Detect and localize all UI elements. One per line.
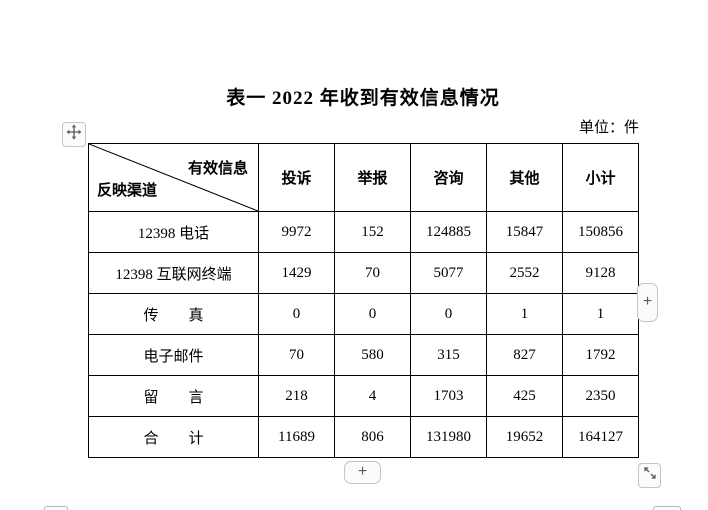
diagonal-header-cell[interactable]: 有效信息 反映渠道 <box>88 143 259 212</box>
plus-icon: + <box>642 292 653 310</box>
row-label[interactable]: 传 真 <box>88 293 259 335</box>
cell-value[interactable]: 9972 <box>258 211 335 253</box>
cell-value[interactable]: 2350 <box>562 375 639 417</box>
cell-value[interactable]: 9128 <box>562 252 639 294</box>
cell-value[interactable]: 4 <box>334 375 411 417</box>
cell-value[interactable]: 425 <box>486 375 563 417</box>
column-header-consult[interactable]: 咨询 <box>410 143 487 212</box>
cell-value[interactable]: 124885 <box>410 211 487 253</box>
cell-value[interactable]: 218 <box>258 375 335 417</box>
column-header-report[interactable]: 举报 <box>334 143 411 212</box>
cell-value[interactable]: 315 <box>410 334 487 376</box>
cell-value[interactable]: 806 <box>334 416 411 458</box>
table-row-total: 合 计 11689 806 131980 19652 164127 <box>88 416 639 458</box>
row-label[interactable]: 12398 电话 <box>88 211 259 253</box>
table-row: 12398 互联网终端 1429 70 5077 2552 9128 <box>88 252 639 294</box>
row-label[interactable]: 电子邮件 <box>88 334 259 376</box>
cell-value[interactable]: 15847 <box>486 211 563 253</box>
info-table: 有效信息 反映渠道 投诉 举报 咨询 其他 小计 12398 电话 9972 1… <box>88 143 639 458</box>
row-label[interactable]: 12398 互联网终端 <box>88 252 259 294</box>
cutoff-button-edge-left <box>44 506 68 510</box>
table-row: 12398 电话 9972 152 124885 15847 150856 <box>88 211 639 253</box>
cell-value[interactable]: 0 <box>410 293 487 335</box>
table-row: 传 真 0 0 0 1 1 <box>88 293 639 335</box>
table-row: 电子邮件 70 580 315 827 1792 <box>88 334 639 376</box>
column-header-other[interactable]: 其他 <box>486 143 563 212</box>
cutoff-button-edge-right <box>653 506 681 510</box>
column-header-subtotal[interactable]: 小计 <box>562 143 639 212</box>
cell-value[interactable]: 11689 <box>258 416 335 458</box>
cell-value[interactable]: 1 <box>562 293 639 335</box>
column-header-complaint[interactable]: 投诉 <box>258 143 335 212</box>
add-row-button[interactable]: + <box>344 461 381 484</box>
corner-label-channel: 反映渠道 <box>97 183 158 199</box>
cell-value[interactable]: 0 <box>334 293 411 335</box>
cell-value[interactable]: 150856 <box>562 211 639 253</box>
cell-value[interactable]: 164127 <box>562 416 639 458</box>
cell-value[interactable]: 827 <box>486 334 563 376</box>
table-resize-handle[interactable] <box>638 463 661 488</box>
table-move-handle[interactable] <box>62 122 86 147</box>
row-label[interactable]: 留 言 <box>88 375 259 417</box>
row-label[interactable]: 合 计 <box>88 416 259 458</box>
unit-label: 单位：件 <box>579 120 640 136</box>
diagonal-divider-line <box>89 144 258 211</box>
cell-value[interactable]: 131980 <box>410 416 487 458</box>
cell-value[interactable]: 580 <box>334 334 411 376</box>
add-column-button[interactable]: + <box>637 283 658 322</box>
cell-value[interactable]: 1792 <box>562 334 639 376</box>
diagonal-resize-arrows-icon <box>642 465 658 486</box>
cell-value[interactable]: 152 <box>334 211 411 253</box>
cell-value[interactable]: 0 <box>258 293 335 335</box>
page-title: 表一 2022 年收到有效信息情况 <box>226 88 500 109</box>
cell-value[interactable]: 70 <box>258 334 335 376</box>
cell-value[interactable]: 1429 <box>258 252 335 294</box>
cell-value[interactable]: 1703 <box>410 375 487 417</box>
cell-value[interactable]: 5077 <box>410 252 487 294</box>
move-cross-arrows-icon <box>66 124 82 145</box>
cell-value[interactable]: 70 <box>334 252 411 294</box>
plus-icon: + <box>357 462 368 480</box>
corner-label-valid-info: 有效信息 <box>187 161 248 177</box>
cell-value[interactable]: 1 <box>486 293 563 335</box>
cell-value[interactable]: 19652 <box>486 416 563 458</box>
table-header-row: 有效信息 反映渠道 投诉 举报 咨询 其他 小计 <box>88 143 639 212</box>
table-row: 留 言 218 4 1703 425 2350 <box>88 375 639 417</box>
cell-value[interactable]: 2552 <box>486 252 563 294</box>
